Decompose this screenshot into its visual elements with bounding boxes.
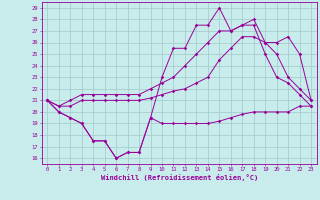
X-axis label: Windchill (Refroidissement éolien,°C): Windchill (Refroidissement éolien,°C) [100,174,258,181]
